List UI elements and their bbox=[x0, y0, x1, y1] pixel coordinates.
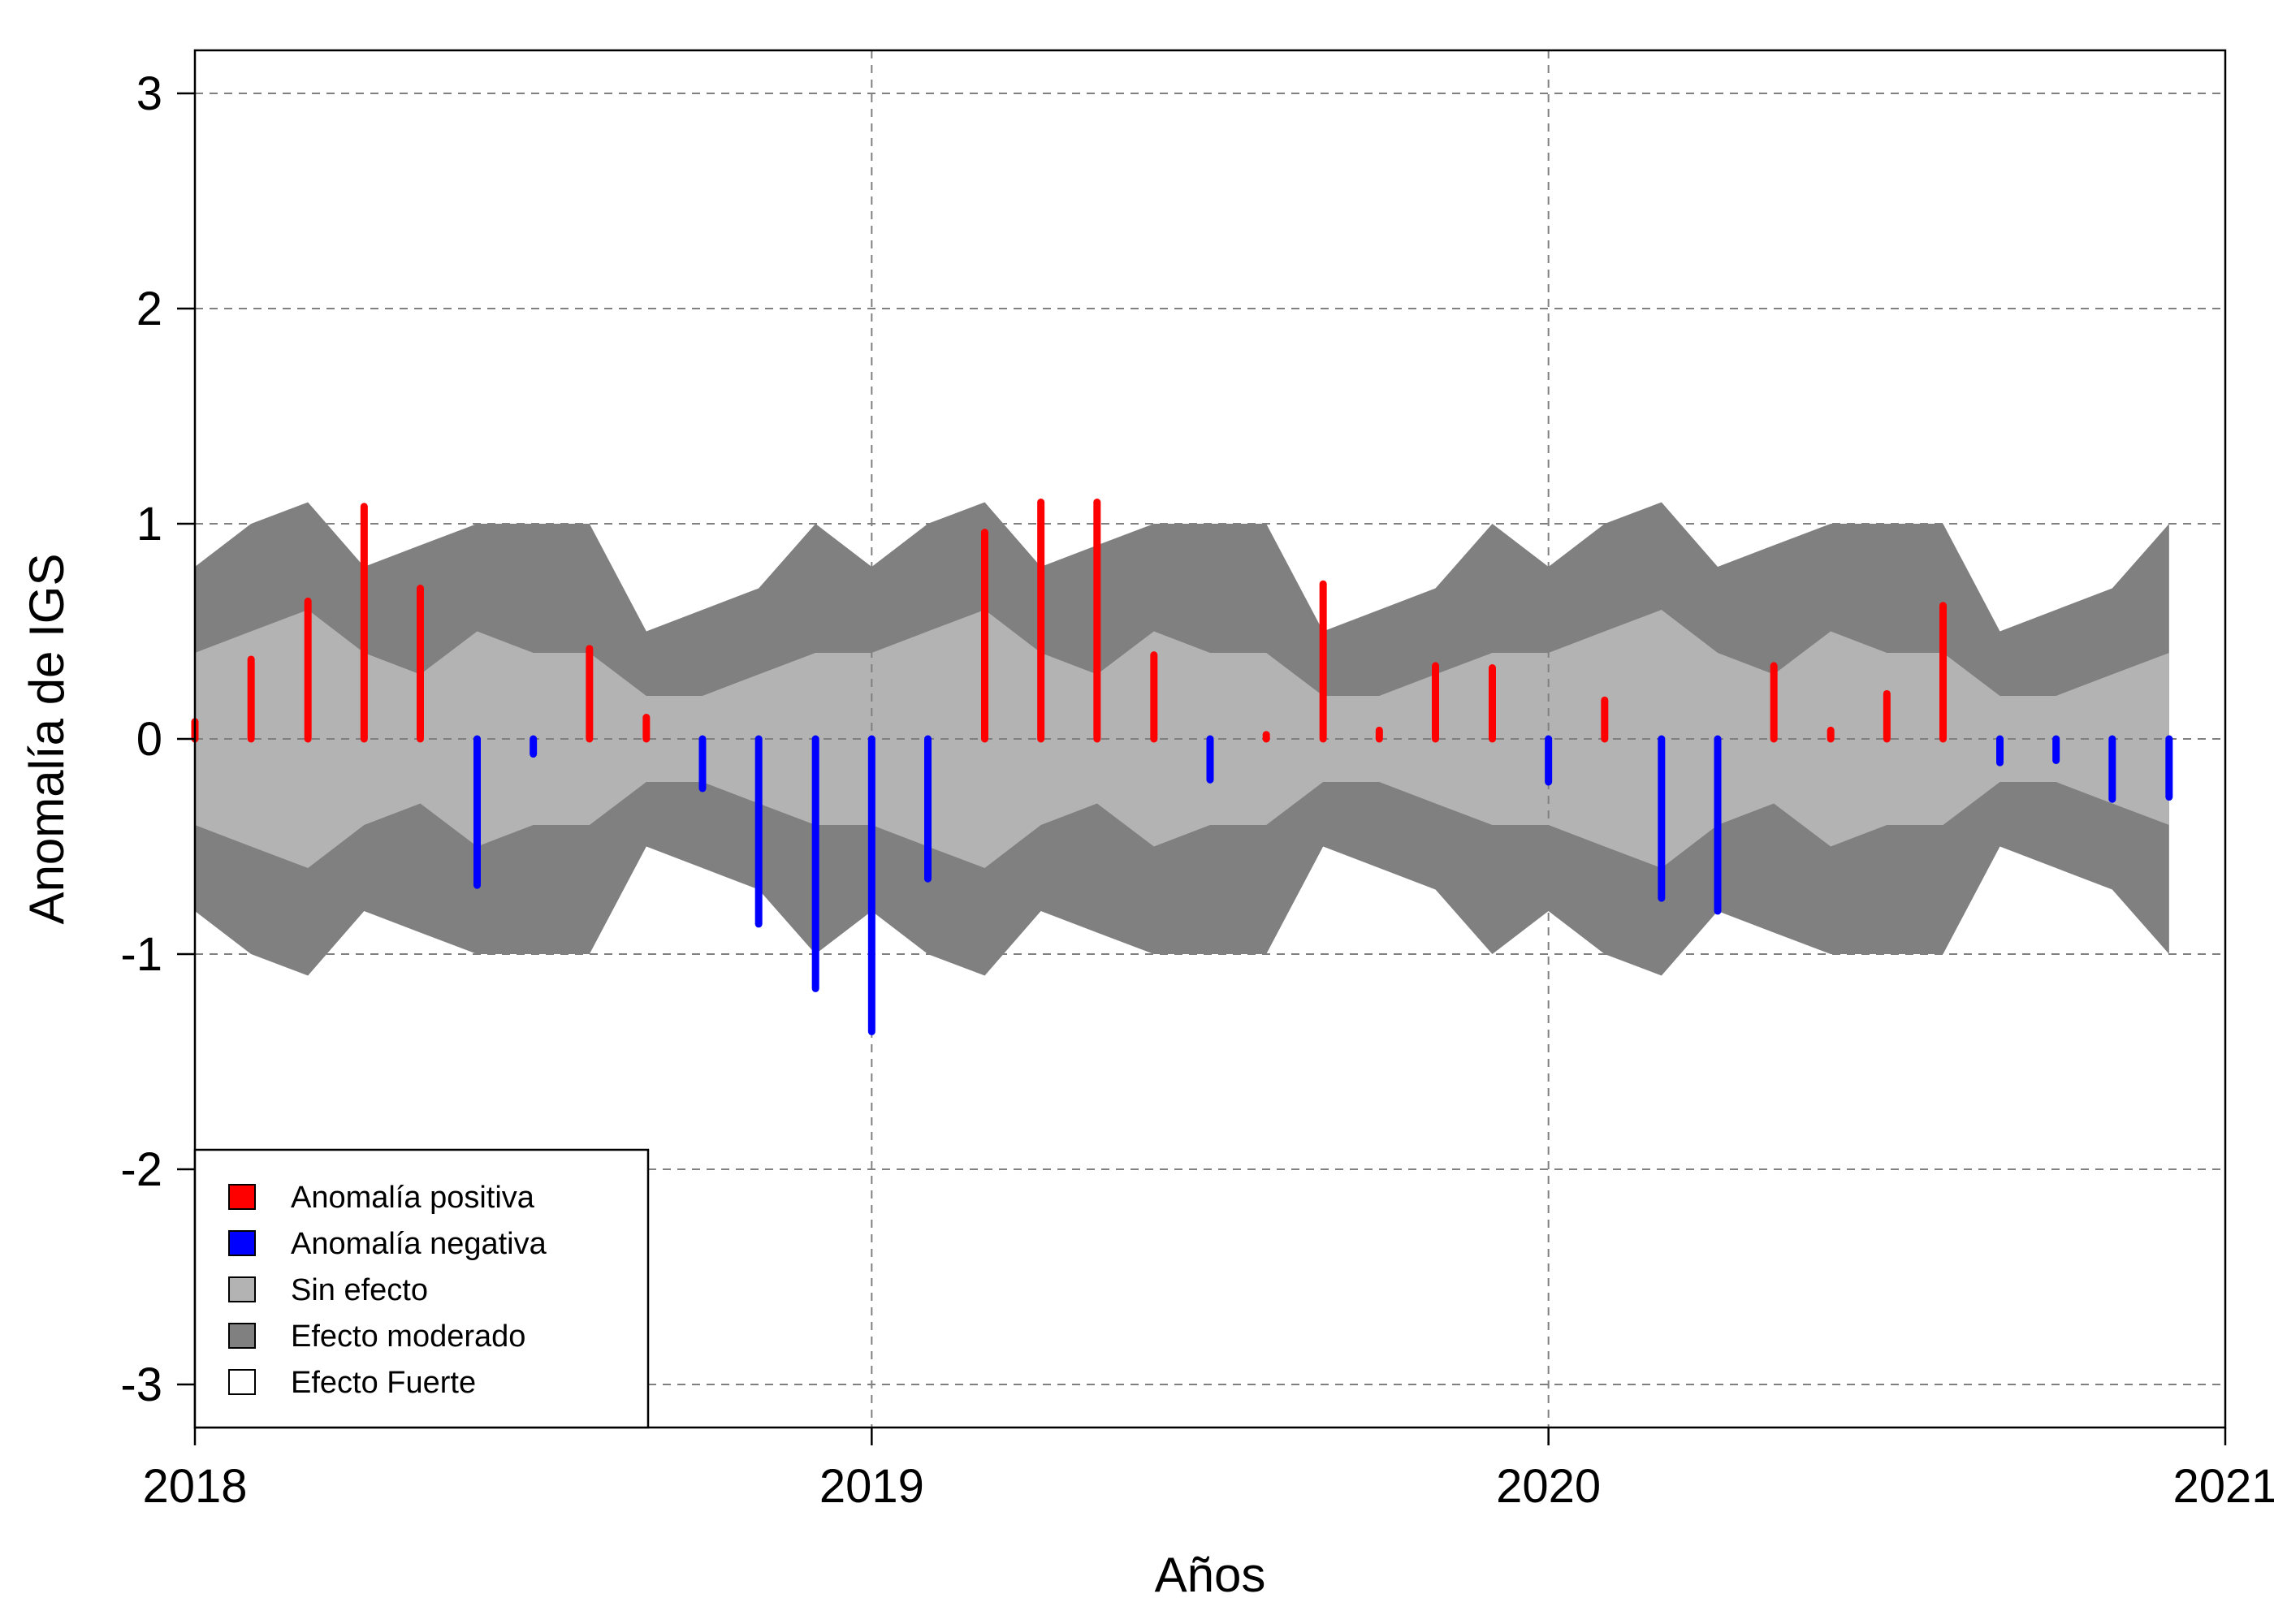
y-tick-label: 3 bbox=[136, 67, 162, 120]
y-tick-label: -1 bbox=[120, 928, 162, 981]
y-tick-label: 2 bbox=[136, 283, 162, 335]
x-tick-label: 2019 bbox=[819, 1460, 924, 1513]
anomaly-bars bbox=[191, 499, 2173, 1035]
x-axis: 2018 2019 2020 2021 bbox=[142, 1427, 2274, 1513]
y-tick-label: -3 bbox=[120, 1358, 162, 1411]
legend-label: Efecto Fuerte bbox=[291, 1366, 476, 1400]
legend-label: Anomalía negativa bbox=[291, 1227, 547, 1261]
legend-swatch bbox=[228, 1323, 256, 1349]
legend-label: Efecto moderado bbox=[291, 1320, 525, 1354]
legend-swatch bbox=[228, 1369, 256, 1395]
y-tick-label: 1 bbox=[136, 498, 162, 551]
legend: Anomalía positiva Anomalía negativa Sin ef… bbox=[193, 1148, 650, 1429]
legend-swatch bbox=[228, 1184, 256, 1210]
y-axis-label: Anomalía de IGS bbox=[19, 554, 74, 925]
x-tick-label: 2018 bbox=[142, 1460, 247, 1513]
x-tick-label: 2020 bbox=[1496, 1460, 1601, 1513]
legend-swatch bbox=[228, 1230, 256, 1256]
y-tick-label: 0 bbox=[136, 713, 162, 766]
legend-swatch bbox=[228, 1276, 256, 1302]
y-tick-label: -2 bbox=[120, 1143, 162, 1196]
legend-box bbox=[193, 1148, 650, 1429]
x-axis-label: Años bbox=[1155, 1548, 1266, 1602]
legend-label: Anomalía positiva bbox=[291, 1181, 535, 1215]
legend-label: Sin efecto bbox=[291, 1273, 428, 1307]
x-tick-label: 2021 bbox=[2172, 1460, 2274, 1513]
y-axis: -3 -2 -1 0 1 2 3 bbox=[120, 67, 195, 1411]
